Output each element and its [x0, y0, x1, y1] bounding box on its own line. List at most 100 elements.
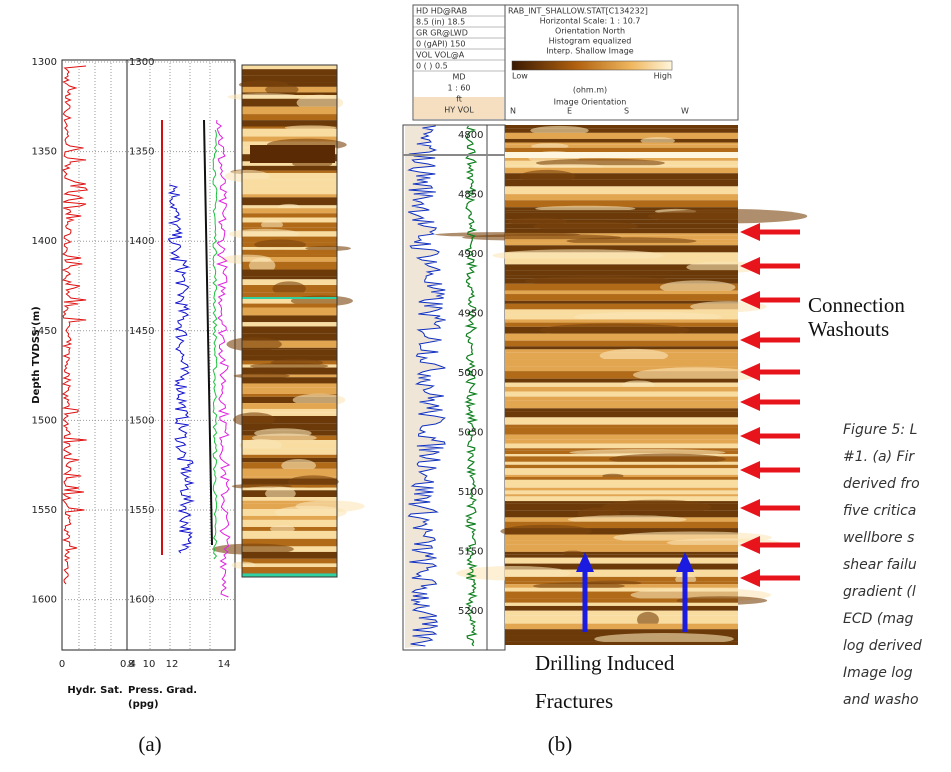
header-text: S	[624, 107, 629, 116]
image-band	[505, 427, 738, 435]
image-band	[242, 217, 337, 223]
image-band	[505, 544, 738, 552]
image-band	[242, 315, 337, 323]
depth-tick-label: 1550	[129, 505, 154, 516]
image-log	[212, 65, 365, 577]
header-text: 0 ( ) 0.5	[416, 62, 448, 71]
header-text: 1 : 60	[447, 84, 470, 93]
image-band	[505, 144, 738, 148]
header-text: Orientation North	[555, 27, 625, 36]
image-band	[242, 292, 337, 299]
image-band	[242, 412, 337, 416]
image-band	[242, 303, 337, 308]
image-band	[505, 258, 738, 265]
image-band	[242, 298, 337, 304]
image-band	[505, 569, 738, 577]
image-band	[505, 147, 738, 155]
depth-tick-label: 1500	[32, 415, 57, 426]
caption-line: shear failu	[843, 557, 917, 573]
image-band	[505, 233, 738, 236]
image-band	[242, 92, 337, 96]
x-tick-label: 12	[166, 659, 179, 670]
image-band	[242, 194, 337, 198]
image-band	[242, 179, 337, 187]
header-text: High	[654, 72, 672, 81]
arrow-head	[740, 257, 760, 275]
arrow-head	[740, 363, 760, 381]
image-band	[242, 186, 337, 195]
image-band	[242, 165, 337, 171]
image-band	[242, 377, 337, 384]
image-band	[242, 415, 337, 424]
image-band	[242, 98, 337, 107]
image-blob	[265, 486, 296, 501]
image-band	[505, 283, 738, 291]
image-band	[242, 256, 337, 262]
washout	[505, 152, 738, 158]
header-text: (ohm.m)	[573, 86, 607, 95]
image-band	[505, 641, 738, 645]
image-band	[242, 355, 337, 361]
image-band	[505, 424, 738, 428]
image-band	[505, 245, 738, 253]
image-band	[242, 269, 337, 277]
image-band	[242, 440, 337, 443]
depth-tick-label: 5100	[458, 487, 483, 498]
image-band	[242, 136, 337, 142]
x-tick-label: 8	[128, 659, 134, 670]
panel-label: (a)	[138, 732, 161, 756]
image-band	[505, 443, 738, 449]
image-band	[242, 551, 337, 559]
image-band	[242, 170, 337, 173]
x-tick-label: 14	[218, 659, 231, 670]
image-band	[505, 142, 738, 145]
arrow-head	[676, 552, 694, 572]
header-text: GR GR@LWD	[416, 29, 468, 38]
image-band	[505, 346, 738, 350]
image-band	[505, 128, 738, 133]
image-blob	[212, 543, 294, 555]
annotation: Washouts	[808, 317, 889, 341]
image-band	[505, 264, 738, 271]
image-band	[505, 598, 738, 603]
image-band	[242, 563, 337, 568]
image-band	[505, 186, 738, 195]
image-band	[505, 615, 738, 624]
image-band	[505, 212, 738, 220]
image-band	[505, 303, 738, 310]
image-band	[242, 276, 337, 280]
image-band	[505, 210, 738, 213]
arrow-head	[740, 393, 760, 411]
image-band	[242, 403, 337, 409]
image-band	[242, 106, 337, 115]
image-band	[505, 417, 738, 425]
image-band	[505, 476, 738, 480]
image-band	[505, 510, 738, 518]
image-band	[242, 307, 337, 316]
arrow-head	[740, 461, 760, 479]
depth-tick-label: 5050	[458, 428, 483, 439]
image-band	[505, 591, 738, 599]
depth-tick-label: 4950	[458, 309, 483, 320]
image-band	[242, 120, 337, 127]
arrow-head	[740, 536, 760, 554]
image-band	[242, 340, 337, 348]
image-band	[242, 222, 337, 228]
header-text: E	[567, 107, 572, 116]
header-text: N	[510, 107, 516, 116]
image-band	[242, 247, 337, 250]
image-band	[242, 208, 337, 214]
header-text: 0 (gAPI) 150	[416, 40, 465, 49]
depth-tick-label: 5150	[458, 547, 483, 558]
image-band	[505, 319, 738, 323]
image-band	[505, 605, 738, 611]
image-blob	[456, 566, 571, 581]
depth-tick-label: 1350	[32, 147, 57, 158]
depth-tick-label: 1350	[129, 147, 154, 158]
image-band	[505, 434, 738, 440]
image-band	[505, 554, 738, 558]
image-band	[242, 161, 337, 166]
axis-label: Press. Grad.	[128, 685, 197, 696]
image-band	[505, 378, 738, 383]
image-blob	[622, 380, 655, 389]
